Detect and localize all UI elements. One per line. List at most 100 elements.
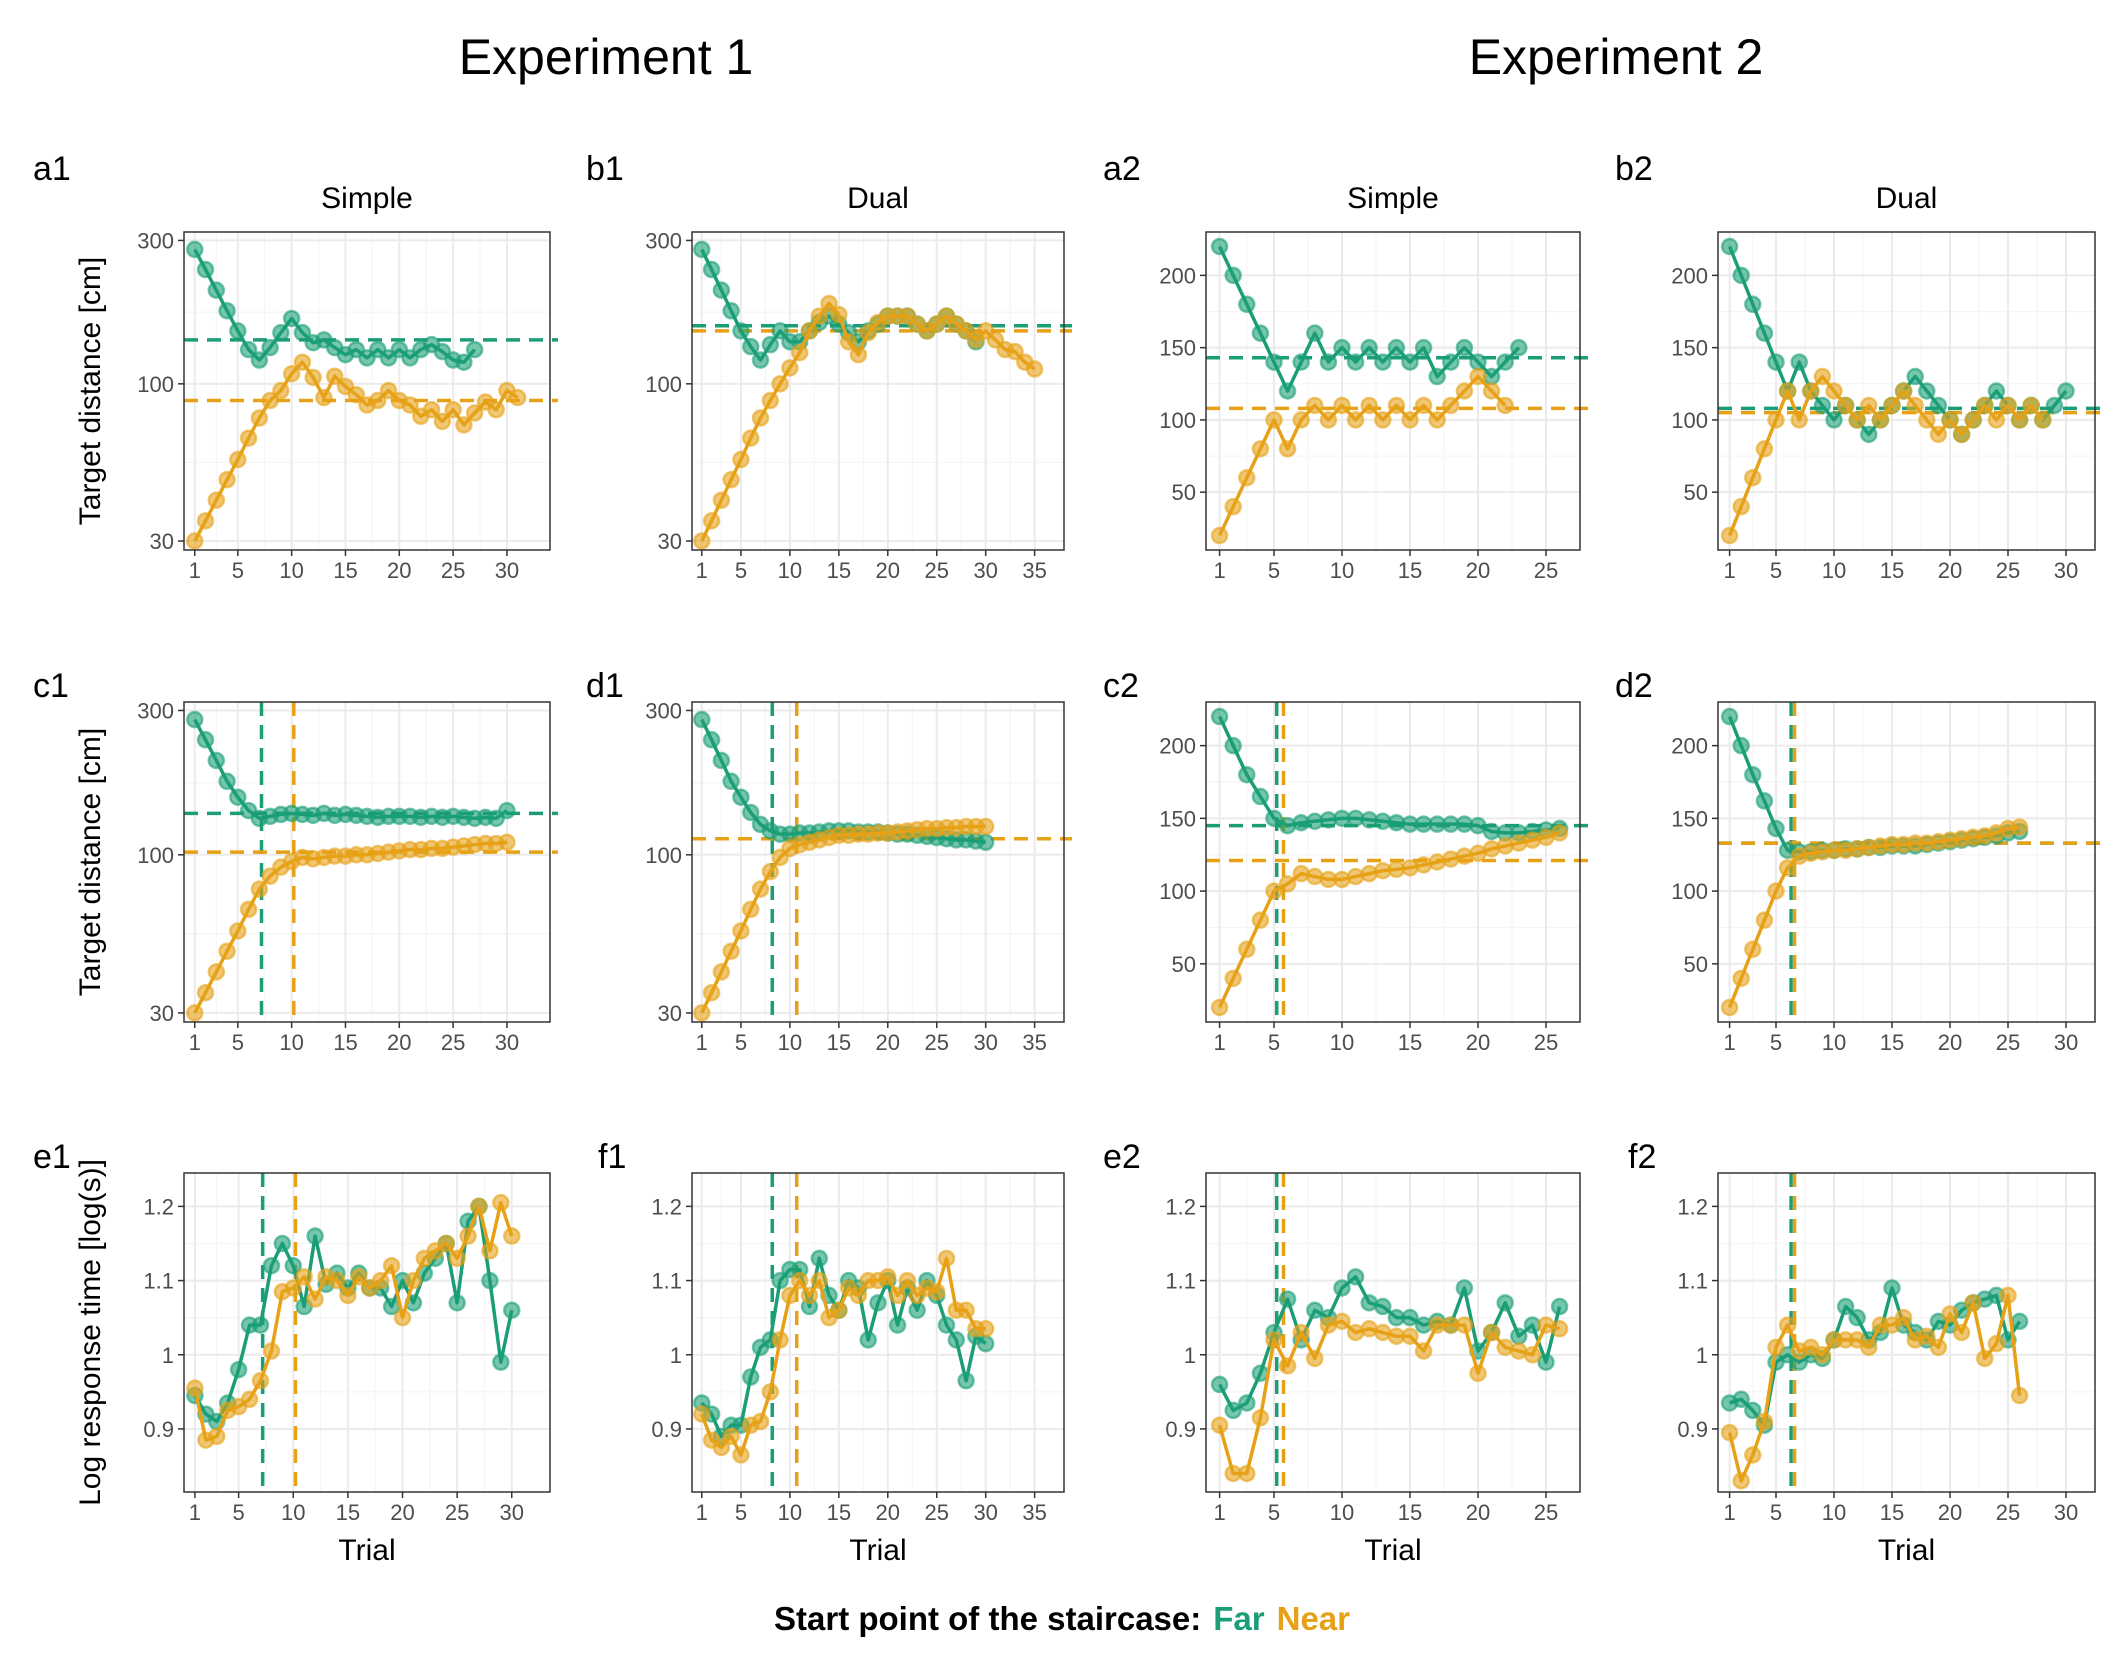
panel-border: [691, 701, 1065, 1023]
data-point-far: [503, 1301, 521, 1319]
x-axis-title: Trial: [1878, 1534, 1935, 1567]
y-tick-label: 30: [658, 1001, 682, 1026]
data-point-near: [401, 396, 419, 414]
panel-border: [1717, 231, 2096, 551]
data-point-far: [712, 281, 731, 299]
panel-border: [691, 231, 1065, 551]
data-point-far: [261, 338, 279, 357]
data-point-far: [1278, 1290, 1297, 1308]
data-point-near: [382, 1256, 401, 1275]
data-point-far: [693, 710, 711, 729]
data-point-near: [1860, 1338, 1878, 1357]
data-point-far: [1755, 324, 1774, 342]
data-point-far: [1720, 707, 1739, 726]
y-tick-label: 1: [670, 1343, 682, 1368]
data-point-near: [800, 322, 819, 340]
data-point-near: [1941, 411, 1959, 429]
x-tick-label: 15: [336, 1500, 360, 1525]
y-tick-label: 150: [1159, 806, 1196, 831]
y-tick-label: 200: [1159, 734, 1196, 759]
data-point-near: [444, 400, 462, 419]
data-point-near: [771, 375, 789, 393]
data-point-far: [1496, 353, 1514, 371]
x-tick-label: 30: [973, 1500, 997, 1525]
data-point-near: [1860, 396, 1878, 415]
data-point-near: [1802, 382, 1820, 400]
data-point-far: [492, 1353, 510, 1371]
data-point-far: [498, 801, 516, 820]
data-point-near: [1401, 1327, 1419, 1345]
data-point-near: [448, 1249, 466, 1268]
data-point-far: [1333, 338, 1351, 357]
data-point-far: [1210, 1375, 1229, 1394]
data-point-near: [1251, 911, 1270, 929]
data-point-far: [186, 710, 204, 729]
y-tick-label: 0.9: [1677, 1417, 1708, 1442]
y-tick-label: 1.2: [651, 1194, 682, 1219]
panel-label-e1: e1: [33, 1138, 71, 1176]
data-point-far: [207, 751, 226, 770]
data-point-far: [1374, 353, 1392, 371]
data-point-near: [1918, 411, 1936, 429]
data-point-near: [1333, 396, 1351, 415]
data-point-far: [1238, 295, 1256, 314]
data-point-far: [1428, 367, 1446, 386]
data-point-near: [1550, 824, 1569, 842]
data-point-far: [293, 323, 312, 342]
data-point-near: [1306, 396, 1324, 415]
panel-border: [1717, 1172, 2096, 1493]
data-point-far: [1510, 338, 1528, 357]
data-point-near: [1767, 411, 1785, 429]
x-tick-label: 10: [279, 1030, 303, 1055]
x-tick-label: 20: [1938, 1030, 1962, 1055]
data-point-near: [261, 391, 279, 410]
data-point-near: [751, 409, 770, 427]
panel-label-a2: a2: [1103, 150, 1141, 188]
x-tick-label: 1: [1723, 558, 1735, 583]
data-point-near: [1836, 396, 1855, 415]
panel-border: [183, 231, 551, 551]
data-point-near: [741, 900, 760, 919]
data-point-far: [229, 788, 247, 806]
data-point-far: [1401, 353, 1419, 371]
x-tick-label: 5: [232, 558, 244, 583]
data-point-near: [1767, 1338, 1785, 1357]
y-tick-label: 50: [1684, 480, 1708, 505]
y-tick-label: 200: [1671, 734, 1708, 759]
data-point-near: [1482, 382, 1501, 400]
data-point-far: [771, 322, 789, 340]
data-point-near: [1894, 382, 1913, 400]
x-tick-label: 15: [1880, 1030, 1904, 1055]
data-point-near: [693, 1405, 711, 1423]
x-tick-label: 25: [924, 558, 948, 583]
data-point-near: [1469, 1364, 1487, 1383]
data-point-near: [1292, 411, 1310, 429]
data-point-far: [306, 1227, 324, 1245]
data-point-near: [810, 1271, 829, 1290]
data-point-near: [1278, 440, 1297, 458]
data-point-far: [976, 1334, 995, 1353]
y-tick-label: 0.9: [1165, 1417, 1196, 1442]
data-point-near: [422, 400, 441, 419]
y-tick-label: 1: [1184, 1343, 1196, 1368]
data-point-near: [1906, 396, 1924, 415]
data-point-far: [957, 1371, 975, 1390]
panel-border: [1205, 1172, 1581, 1493]
panel-border: [183, 1172, 551, 1493]
data-point-near: [781, 1286, 799, 1305]
panel-border: [691, 1172, 1065, 1493]
data-point-near: [1999, 396, 2017, 415]
data-point-far: [1496, 1294, 1514, 1312]
data-point-near: [1496, 396, 1514, 415]
data-point-far: [751, 351, 770, 369]
x-tick-label: 1: [1213, 1500, 1225, 1525]
x-tick-label: 10: [1330, 1500, 1354, 1525]
data-point-near: [693, 1004, 711, 1022]
data-point-near: [1238, 468, 1256, 487]
x-tick-label: 25: [1534, 558, 1558, 583]
data-point-far: [1210, 237, 1229, 256]
y-tick-label: 150: [1671, 336, 1708, 361]
